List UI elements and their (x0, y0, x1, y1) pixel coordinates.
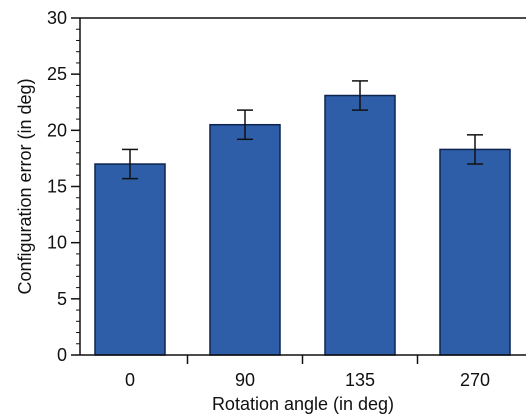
x-tick-label: 90 (235, 370, 255, 390)
y-tick-label: 25 (47, 64, 67, 84)
bar (94, 163, 166, 356)
y-tick-label: 20 (47, 120, 67, 140)
x-tick-label: 135 (345, 370, 375, 390)
y-ticks-group: 0 5 10 15 20 25 30 (47, 8, 80, 365)
y-tick-label: 30 (47, 8, 67, 28)
x-axis-label: Rotation angle (in deg) (212, 394, 394, 414)
y-tick-label: 5 (57, 289, 67, 309)
x-ticks-group: 0 90 135 270 (125, 355, 490, 390)
y-tick-label: 15 (47, 177, 67, 197)
bar (439, 148, 511, 356)
y-axis-label: Configuration error (in deg) (15, 78, 35, 294)
x-tick-label: 0 (125, 370, 135, 390)
bars-group (94, 94, 511, 356)
error-bars-group (122, 80, 483, 180)
y-tick-label: 0 (57, 345, 67, 365)
bar (324, 94, 396, 356)
y-tick-label: 10 (47, 233, 67, 253)
x-tick-label: 270 (460, 370, 490, 390)
bar (209, 123, 281, 356)
